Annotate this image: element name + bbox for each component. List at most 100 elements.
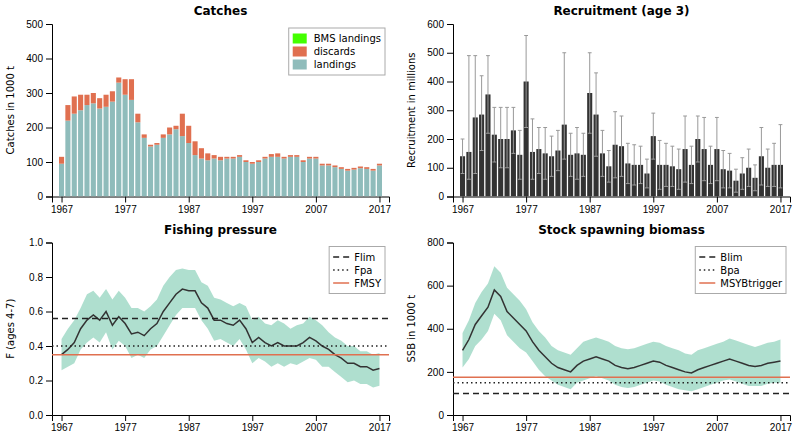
error-bar [607,151,611,183]
bar [218,156,223,157]
tick: 2017 [770,415,793,433]
bar [91,93,96,94]
bar [212,155,217,158]
legend-entry: BMS landings [314,33,381,44]
bar [154,143,159,144]
error-bar [772,143,776,186]
tick-mark [447,139,453,140]
y-axis: 0100200300400500600 [427,19,453,203]
tick-mark [447,110,453,111]
bar [65,105,70,106]
bar [262,159,267,197]
error-bar [492,107,496,162]
bar [288,157,293,197]
bar [351,168,356,170]
tick: 0.0 [29,410,52,421]
error-bar [677,149,681,189]
error-bar [645,159,649,188]
bar [326,163,331,164]
bar [231,156,236,157]
bar [123,79,128,95]
error-bar [575,128,579,180]
bar [72,96,77,113]
tick: 500 [427,47,453,58]
tick-mark [447,243,453,244]
tick: 1987 [178,197,201,215]
bar [294,155,299,157]
y-axis: 0200400600800 [427,237,453,421]
bar [142,134,147,135]
tick-mark [379,197,380,203]
axis-domain [454,416,791,422]
tick-label: 200 [427,134,444,145]
bar [110,91,115,101]
bar [180,113,185,114]
x-axis: 196719771987199720072017 [452,415,793,433]
bar [212,155,217,156]
legend-swatch [333,282,349,284]
legend: BlimBpaMSYBtrigger [695,247,786,294]
error-bar [524,36,528,128]
bar [294,157,299,197]
axis-title: Recruitment in millions [406,53,417,168]
panel: 1967197719871997200720170.00.20.40.60.81… [5,223,392,434]
tick-label: 2007 [706,204,729,215]
bar [129,79,134,80]
tick: 1967 [452,415,475,433]
plot-area [460,36,783,197]
reference-line [52,354,389,356]
tick-label: 300 [26,88,43,99]
legend-swatch [333,256,349,258]
tick: 1977 [515,415,538,433]
reference-line [453,393,790,395]
error-bar [550,136,554,176]
tick-mark [316,415,317,421]
error-bar [556,130,560,170]
error-bar [531,119,535,179]
bar [326,164,331,166]
bar [250,162,255,164]
bar [110,102,115,197]
tick: 1987 [579,197,602,215]
tick-mark [46,24,52,25]
tick-label: 2017 [770,422,793,433]
bar [345,169,350,171]
error-bar [486,56,490,134]
legend-swatch [699,269,715,271]
bar [180,114,185,136]
tick-mark [447,24,453,25]
tick-mark [447,53,453,54]
tick: 1997 [242,415,265,433]
tick-label: 2007 [305,204,328,215]
tick-label: 2017 [369,422,392,433]
legend-entry: FMSY [354,278,382,289]
error-bar [683,116,687,182]
tick: 1967 [51,197,74,215]
tick-label: 600 [427,280,444,291]
tick: 0 [37,191,52,202]
error-bar [626,143,630,183]
bar [154,143,159,145]
bar [173,129,178,196]
tick-label: 1967 [452,422,475,433]
axis-domain [454,197,791,203]
tick-mark [447,197,453,198]
bar [180,136,185,196]
tick-label: 1987 [178,204,201,215]
tick: 1987 [178,415,201,433]
error-bar [511,107,515,153]
tick-label: 1977 [515,422,538,433]
bar-series [59,83,382,197]
bar [313,157,318,159]
tick-label: 0.8 [29,272,43,283]
tick-label: 400 [427,323,444,334]
bar [193,141,198,155]
error-bar [505,107,509,167]
bar [199,148,204,158]
bar [218,157,223,160]
tick: 2017 [770,197,793,215]
tick-mark [447,329,453,330]
bar [237,157,242,197]
legend-entry: Flim [354,252,375,263]
bar [351,170,356,197]
